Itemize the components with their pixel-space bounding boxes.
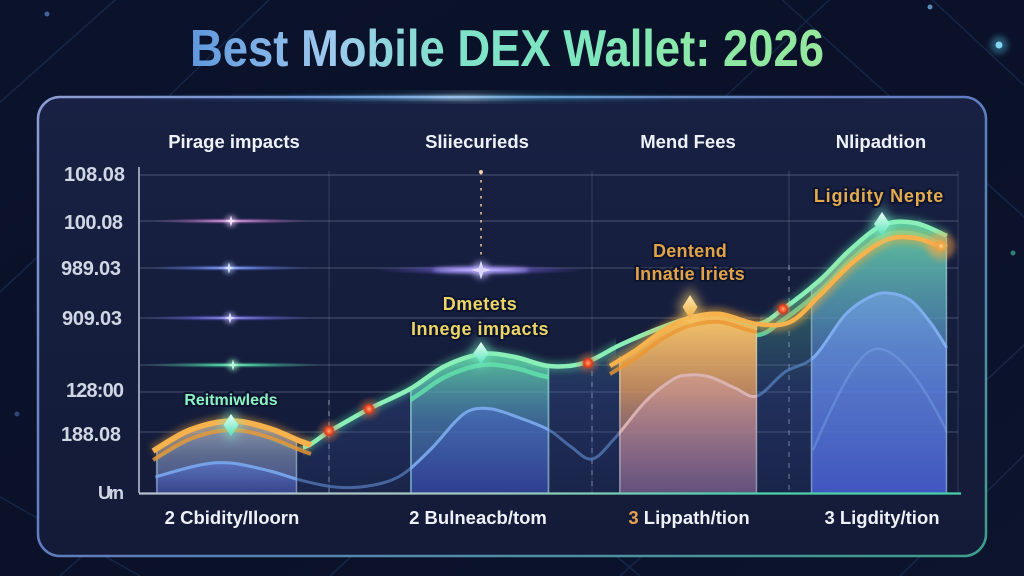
svg-text:Innatie Iriets: Innatie Iriets <box>635 264 745 284</box>
svg-text:128:00: 128:00 <box>66 380 124 402</box>
svg-text:3 Ligdity/tion: 3 Ligdity/tion <box>824 507 939 528</box>
svg-text:909.03: 909.03 <box>62 308 122 330</box>
svg-text:Best Mobile DEX Wallet: 2026: Best Mobile DEX Wallet: 2026 <box>190 20 824 78</box>
svg-text:Mend Fees: Mend Fees <box>640 131 736 152</box>
svg-text:Sliiecurieds: Sliiecurieds <box>425 131 529 152</box>
svg-text:Ligidity Nepte: Ligidity Nepte <box>814 186 944 206</box>
svg-text:2 Bulneacb/tom: 2 Bulneacb/tom <box>409 507 547 528</box>
svg-text:100.08: 100.08 <box>64 212 123 234</box>
svg-text:Pirage impacts: Pirage impacts <box>168 131 300 152</box>
svg-text:108.08: 108.08 <box>64 164 125 186</box>
svg-text:Dmetets: Dmetets <box>443 294 518 314</box>
svg-text:Innege impacts: Innege impacts <box>411 319 549 339</box>
svg-text:2 Cbidity/Iloorn: 2 Cbidity/Iloorn <box>165 507 300 528</box>
svg-text:Nlipadtion: Nlipadtion <box>836 131 926 152</box>
svg-text:Urn: Urn <box>98 483 124 503</box>
svg-text:989.03: 989.03 <box>61 258 121 280</box>
svg-text:Reitmiwleds: Reitmiwleds <box>184 392 277 409</box>
svg-text:188.08: 188.08 <box>61 424 121 446</box>
svg-text:Dentend: Dentend <box>653 241 727 261</box>
svg-text:3 Lippath/tion: 3 Lippath/tion <box>628 507 749 528</box>
